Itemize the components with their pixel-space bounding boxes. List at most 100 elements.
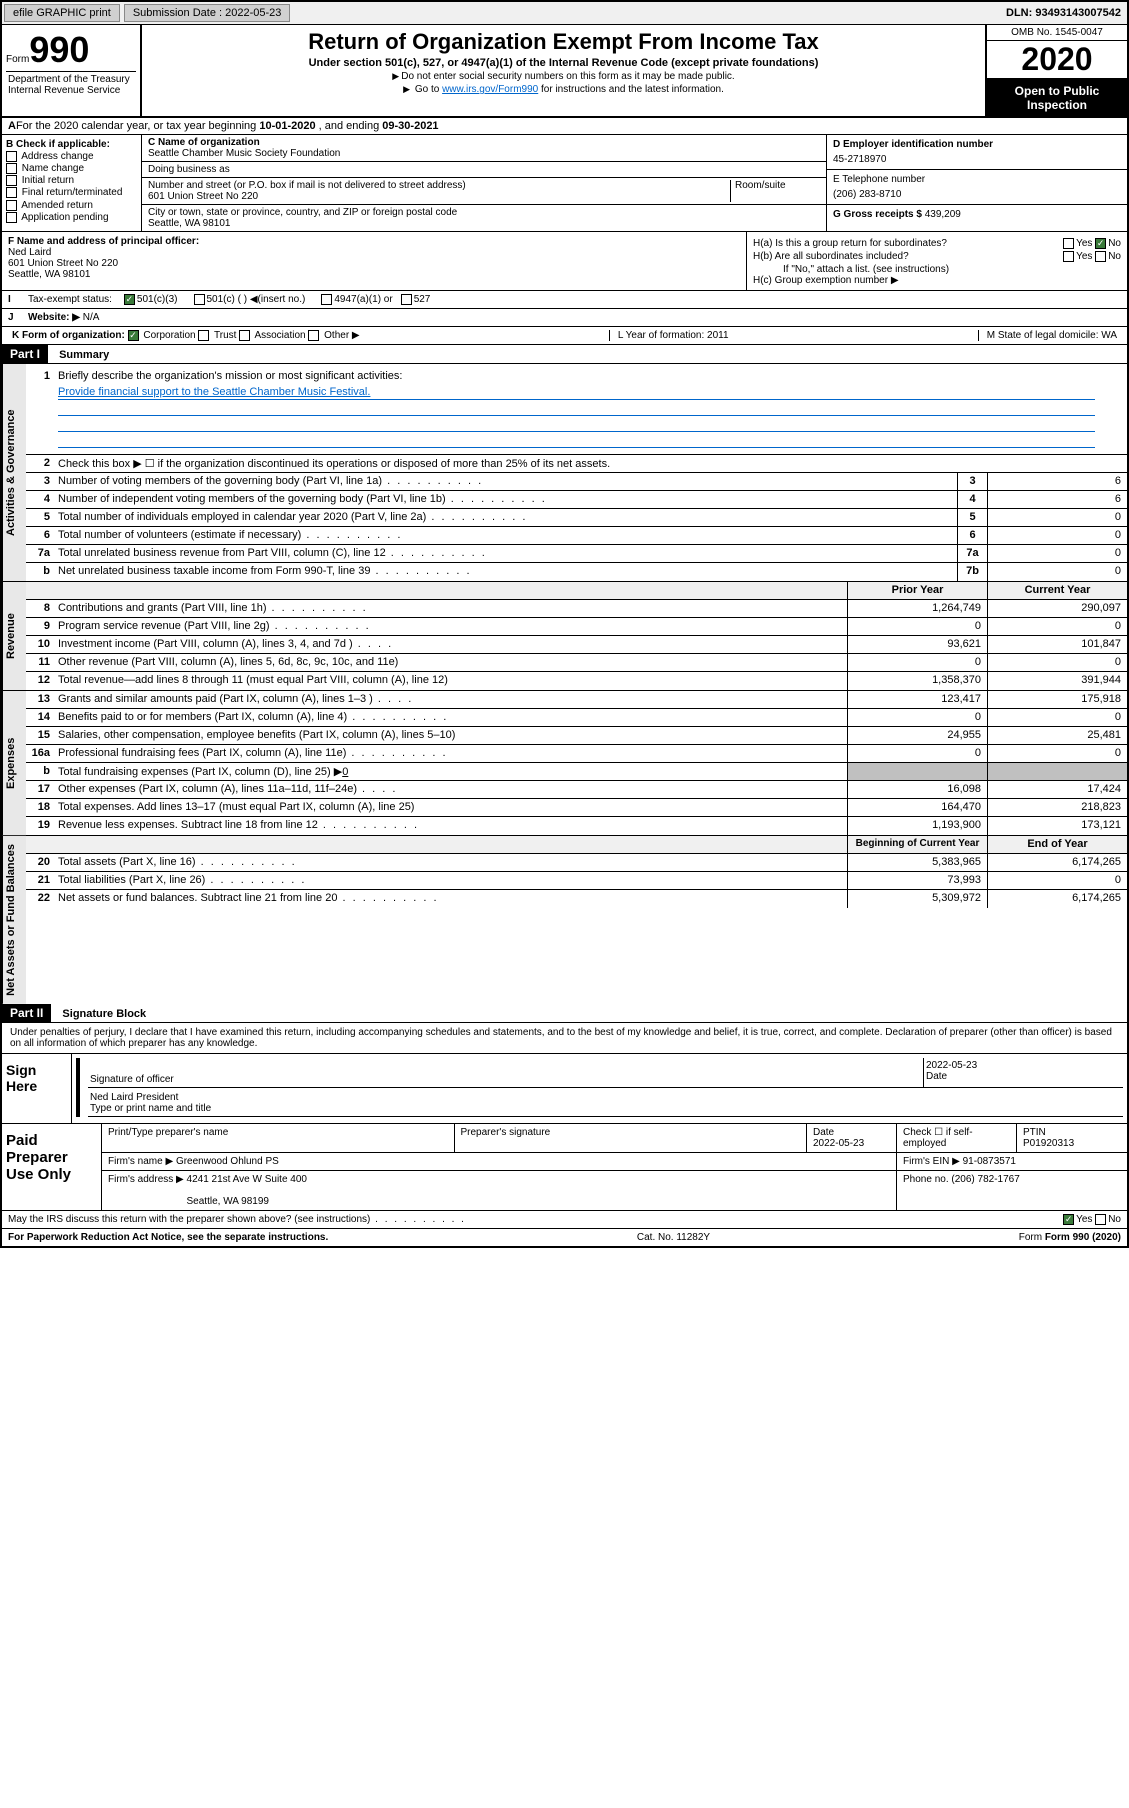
l13-prior: 123,417 — [847, 691, 987, 708]
summary-expenses: Expenses 13 Grants and similar amounts p… — [2, 691, 1127, 836]
l18-cur: 218,823 — [987, 799, 1127, 816]
section-b-grid: B Check if applicable: Address change Na… — [2, 135, 1127, 232]
hb-yes[interactable] — [1063, 251, 1074, 262]
l13-desc: Grants and similar amounts paid (Part IX… — [54, 691, 847, 708]
officer-label: F Name and address of principal officer: — [8, 236, 740, 247]
l14-cur: 0 — [987, 709, 1127, 726]
part-i-header-row: Part I Summary — [2, 345, 1127, 364]
l9-desc: Program service revenue (Part VIII, line… — [54, 618, 847, 635]
l10-desc: Investment income (Part VIII, column (A)… — [54, 636, 847, 653]
hb-label: H(b) Are all subordinates included? — [753, 251, 909, 262]
l21-begin: 73,993 — [847, 872, 987, 889]
officer-name-title: Ned Laird President — [90, 1092, 1121, 1103]
irs-no[interactable] — [1095, 1214, 1106, 1225]
vtab-net-assets: Net Assets or Fund Balances — [2, 836, 26, 1004]
l7a-val: 0 — [987, 545, 1127, 562]
chk-501c3[interactable] — [124, 294, 135, 305]
irs-yes[interactable] — [1063, 1214, 1074, 1225]
efile-print-button[interactable]: efile GRAPHIC print — [4, 4, 120, 22]
note-ssn: Do not enter social security numbers on … — [150, 71, 977, 82]
l12-cur: 391,944 — [987, 672, 1127, 690]
submission-date-button[interactable]: Submission Date : 2022-05-23 — [124, 4, 291, 22]
l8-prior: 1,264,749 — [847, 600, 987, 617]
l15-prior: 24,955 — [847, 727, 987, 744]
chk-527[interactable] — [401, 294, 412, 305]
room-label: Room/suite — [735, 180, 820, 191]
ha-label: H(a) Is this a group return for subordin… — [753, 238, 947, 249]
chk-trust[interactable] — [198, 330, 209, 341]
gross-value: 439,209 — [925, 209, 961, 220]
summary-revenue: Revenue Prior Year Current Year 8 Contri… — [2, 582, 1127, 691]
firm-phone: (206) 782-1767 — [951, 1174, 1019, 1185]
firm-ein: 91-0873571 — [963, 1156, 1016, 1167]
l5-val: 0 — [987, 509, 1127, 526]
mission-text: Provide financial support to the Seattle… — [58, 386, 370, 398]
omb-number: OMB No. 1545-0047 — [987, 25, 1127, 41]
chk-amended-return[interactable]: Amended return — [6, 200, 137, 211]
chk-corporation[interactable] — [128, 330, 139, 341]
form-title: Return of Organization Exempt From Incom… — [150, 29, 977, 55]
l6-desc: Total number of volunteers (estimate if … — [54, 527, 957, 544]
form-number-box: Form990 Department of the Treasury Inter… — [2, 25, 142, 116]
hdr-current: Current Year — [987, 582, 1127, 599]
lineA-mid: , and ending — [316, 120, 383, 132]
box-b: B Check if applicable: Address change Na… — [2, 135, 142, 231]
type-print-label: Type or print name and title — [90, 1103, 1121, 1114]
part-ii-title: Signature Block — [54, 1006, 154, 1022]
irs-link[interactable]: www.irs.gov/Form990 — [442, 84, 538, 95]
l18-prior: 164,470 — [847, 799, 987, 816]
k-label: K Form of organization: — [12, 330, 125, 341]
firm-addr: 4241 21st Ave W Suite 400 Seattle, WA 98… — [187, 1174, 307, 1207]
prep-date: 2022-05-23 — [813, 1138, 890, 1149]
note-goto: Go to www.irs.gov/Form990 for instructio… — [150, 84, 977, 95]
city-value: Seattle, WA 98101 — [148, 218, 820, 229]
signature-declaration: Under penalties of perjury, I declare th… — [2, 1023, 1127, 1054]
firm-name-label: Firm's name ▶ — [108, 1156, 173, 1167]
l22-desc: Net assets or fund balances. Subtract li… — [54, 890, 847, 908]
firm-phone-label: Phone no. — [903, 1174, 949, 1185]
chk-application-pending[interactable]: Application pending — [6, 212, 137, 223]
l3-val: 6 — [987, 473, 1127, 490]
dept-treasury: Department of the Treasury Internal Reve… — [6, 71, 136, 98]
sig-officer-label: Signature of officer — [90, 1074, 921, 1085]
chk-initial-return[interactable]: Initial return — [6, 175, 137, 186]
l11-cur: 0 — [987, 654, 1127, 671]
chk-final-return[interactable]: Final return/terminated — [6, 187, 137, 198]
hdr-end: End of Year — [987, 836, 1127, 853]
irs-discuss-q: May the IRS discuss this return with the… — [8, 1214, 466, 1225]
chk-501c[interactable] — [194, 294, 205, 305]
lineA-end: 09-30-2021 — [382, 120, 438, 132]
chk-association[interactable] — [239, 330, 250, 341]
vtab-expenses: Expenses — [2, 691, 26, 835]
sign-here-label: Sign Here — [2, 1054, 72, 1123]
chk-address-change[interactable]: Address change — [6, 151, 137, 162]
org-name: Seattle Chamber Music Society Foundation — [148, 148, 820, 159]
l14-prior: 0 — [847, 709, 987, 726]
lineA-pre: For the 2020 calendar year, or tax year … — [16, 120, 259, 132]
form-ref: Form Form 990 (2020) — [1019, 1232, 1121, 1243]
tax-status-label: Tax-exempt status: — [28, 294, 112, 305]
street-value: 601 Union Street No 220 — [148, 191, 730, 202]
ein-label: D Employer identification number — [833, 139, 1121, 150]
hb-no[interactable] — [1095, 251, 1106, 262]
part-i-title: Summary — [51, 347, 117, 363]
chk-4947[interactable] — [321, 294, 332, 305]
line-a-tax-year: AFor the 2020 calendar year, or tax year… — [2, 118, 1127, 135]
chk-other[interactable] — [308, 330, 319, 341]
chk-name-change[interactable]: Name change — [6, 163, 137, 174]
hb-note: If "No," attach a list. (see instruction… — [753, 264, 1121, 275]
boxes-deg: D Employer identification number 45-2718… — [827, 135, 1127, 231]
l4-val: 6 — [987, 491, 1127, 508]
l19-desc: Revenue less expenses. Subtract line 18 … — [54, 817, 847, 835]
l16a-prior: 0 — [847, 745, 987, 762]
topbar: efile GRAPHIC print Submission Date : 20… — [2, 2, 1127, 25]
ein-value: 45-2718970 — [833, 150, 1121, 165]
l2-desc: Check this box ▶ ☐ if the organization d… — [54, 455, 1127, 472]
l20-end: 6,174,265 — [987, 854, 1127, 871]
ha-no[interactable] — [1095, 238, 1106, 249]
ha-yes[interactable] — [1063, 238, 1074, 249]
l4-desc: Number of independent voting members of … — [54, 491, 957, 508]
pra-notice: For Paperwork Reduction Act Notice, see … — [8, 1232, 328, 1243]
vtab-governance: Activities & Governance — [2, 364, 26, 581]
website-value: N/A — [83, 312, 100, 323]
